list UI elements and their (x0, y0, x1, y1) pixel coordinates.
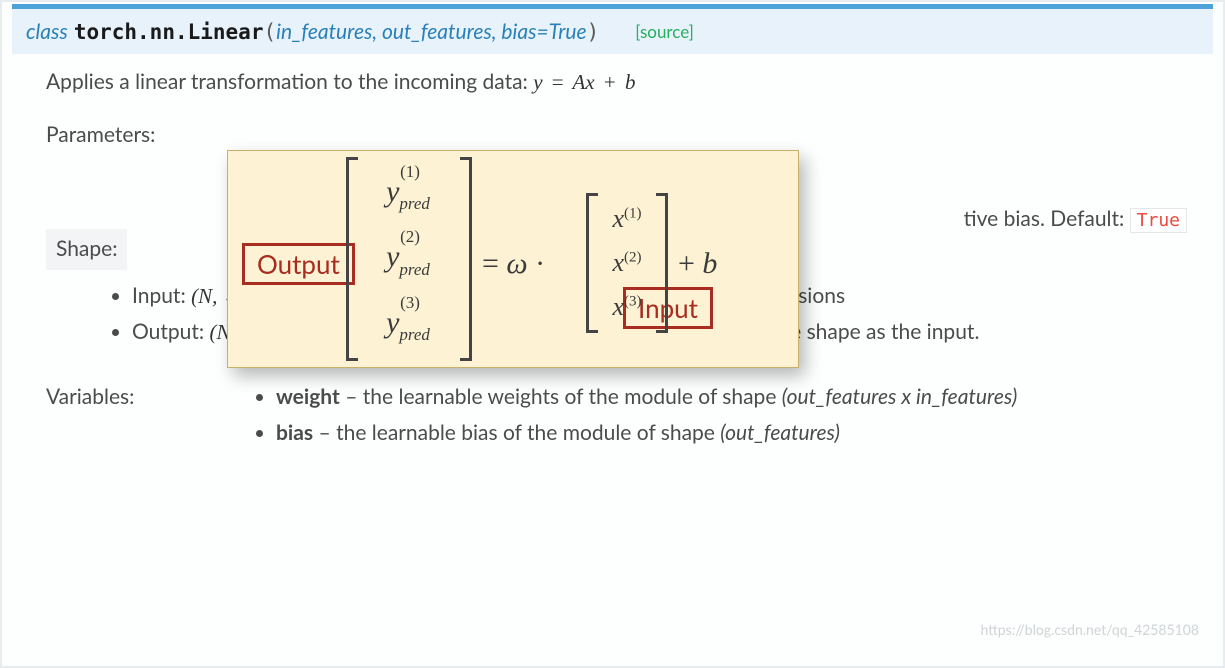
open-paren: ( (263, 20, 276, 44)
variable-bias-desc: – the learnable bias of the module of sh… (319, 420, 721, 445)
variable-weight: weight – the learnable weights of the mo… (276, 381, 1017, 414)
bias-default-value: True (1130, 208, 1187, 233)
formula-y: y (533, 70, 542, 94)
class-name: torch.nn.Linear (74, 20, 264, 44)
formula-b: b (625, 70, 636, 94)
description-formula: y = Ax + b (533, 70, 635, 94)
y-column: ypred (1) ypred (2) ypred (3) (360, 161, 458, 357)
shape-label: Shape: (46, 229, 127, 270)
x-column: x(1) x(2) x(3) (600, 197, 654, 329)
variable-weight-shape: (out_features x in_features) (782, 384, 1018, 409)
bias-tail-text: tive bias. Default: (964, 206, 1130, 231)
equation-overlay: Output Input ypred (1) ypred (2) ypred (… (227, 150, 799, 368)
x-3: x(3) (612, 294, 641, 320)
eq-rhs-vector: x(1) x(2) x(3) (586, 193, 668, 333)
bracket-icon (586, 193, 598, 333)
doc-page: class torch.nn.Linear ( in_features, out… (0, 0, 1225, 668)
y-pred-3: ypred (3) (386, 308, 432, 342)
eq-lhs-vector: ypred (1) ypred (2) ypred (3) (346, 157, 472, 361)
variables-row: Variables: weight – the learnable weight… (46, 379, 1197, 478)
source-link[interactable]: source (635, 21, 694, 42)
output-tag: Output (242, 243, 355, 285)
description: Applies a linear transformation to the i… (46, 66, 1197, 99)
close-paren: ) (587, 20, 600, 44)
variables-label: Variables: (46, 379, 254, 414)
variable-weight-name: weight (276, 384, 340, 409)
bracket-icon (460, 157, 472, 361)
variable-weight-desc: – the learnable weights of the module of… (345, 384, 782, 409)
x-1: x(1) (612, 206, 641, 232)
class-signature: class torch.nn.Linear ( in_features, out… (12, 9, 1213, 54)
shape-input-label: Input: (132, 283, 191, 308)
bracket-icon (656, 193, 668, 333)
description-text: Applies a linear transformation to the i… (46, 69, 533, 94)
eq-plus-b: + b (678, 247, 717, 281)
x-2: x(2) (612, 250, 641, 276)
formula-eq: = (548, 70, 568, 94)
variable-bias: bias – the learnable bias of the module … (276, 417, 1017, 450)
bracket-icon (346, 157, 358, 361)
variable-bias-shape: (out_features) (720, 420, 840, 445)
formula-plus: + (600, 70, 620, 94)
variables-list: weight – the learnable weights of the mo… (276, 381, 1017, 454)
y-pred-2: ypred (2) (386, 242, 432, 276)
y-pred-1: ypred (1) (386, 177, 432, 211)
watermark: https://blog.csdn.net/qq_42585108 (981, 621, 1199, 638)
eq-equals-omega-dot: = ω · (482, 247, 545, 281)
parameters-label: Parameters: (46, 117, 216, 152)
formula-Ax: Ax (572, 70, 594, 94)
variable-bias-name: bias (276, 420, 313, 445)
shape-output-label: Output: (132, 319, 210, 344)
class-args: in_features, out_features, bias=True (276, 19, 586, 44)
keyword-class: class (26, 19, 68, 44)
